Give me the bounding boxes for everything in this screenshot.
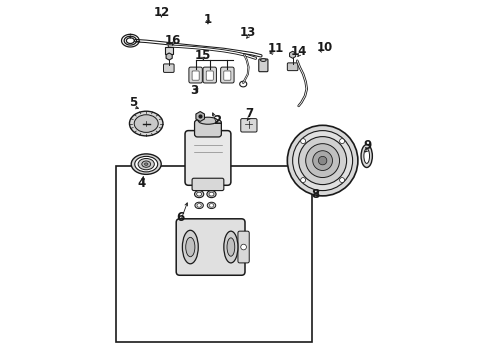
- Ellipse shape: [142, 161, 150, 167]
- FancyBboxPatch shape: [165, 48, 172, 54]
- Polygon shape: [166, 53, 172, 60]
- Ellipse shape: [138, 158, 154, 170]
- Ellipse shape: [195, 202, 203, 208]
- Text: 3: 3: [190, 84, 198, 96]
- Circle shape: [340, 177, 344, 183]
- Circle shape: [318, 156, 327, 165]
- Ellipse shape: [131, 154, 161, 174]
- FancyBboxPatch shape: [192, 178, 224, 190]
- Circle shape: [241, 244, 246, 250]
- Text: 8: 8: [312, 188, 319, 201]
- Text: 12: 12: [153, 5, 170, 19]
- Ellipse shape: [196, 192, 201, 196]
- FancyBboxPatch shape: [259, 59, 268, 72]
- Ellipse shape: [364, 149, 369, 163]
- Circle shape: [301, 177, 306, 183]
- Text: 9: 9: [364, 139, 372, 152]
- Polygon shape: [196, 112, 204, 121]
- FancyBboxPatch shape: [203, 67, 217, 83]
- Bar: [116, 166, 312, 342]
- Text: 15: 15: [195, 49, 212, 62]
- Ellipse shape: [207, 190, 216, 198]
- Ellipse shape: [195, 190, 204, 198]
- Circle shape: [293, 131, 353, 190]
- FancyBboxPatch shape: [224, 71, 231, 80]
- Circle shape: [287, 125, 358, 196]
- Text: 5: 5: [129, 96, 137, 109]
- Text: 13: 13: [240, 26, 256, 39]
- Ellipse shape: [186, 237, 195, 257]
- Text: 10: 10: [317, 41, 333, 54]
- Text: 2: 2: [213, 113, 221, 126]
- Text: 4: 4: [138, 177, 146, 190]
- Circle shape: [301, 139, 306, 144]
- Ellipse shape: [261, 59, 266, 62]
- Ellipse shape: [135, 156, 158, 172]
- Text: 11: 11: [268, 42, 284, 55]
- Circle shape: [298, 136, 346, 185]
- Text: 16: 16: [165, 34, 181, 47]
- Ellipse shape: [209, 204, 214, 207]
- Text: 14: 14: [291, 45, 307, 58]
- Ellipse shape: [134, 115, 158, 132]
- FancyBboxPatch shape: [192, 71, 199, 80]
- FancyBboxPatch shape: [220, 67, 234, 83]
- Circle shape: [340, 139, 344, 144]
- FancyBboxPatch shape: [164, 64, 174, 72]
- FancyBboxPatch shape: [189, 67, 202, 83]
- Polygon shape: [290, 51, 295, 58]
- FancyBboxPatch shape: [206, 71, 213, 80]
- Text: 1: 1: [204, 13, 212, 26]
- FancyBboxPatch shape: [241, 118, 257, 132]
- FancyBboxPatch shape: [185, 131, 231, 185]
- Text: 7: 7: [245, 107, 253, 120]
- FancyBboxPatch shape: [238, 231, 249, 263]
- FancyBboxPatch shape: [176, 219, 245, 275]
- Circle shape: [313, 151, 333, 171]
- FancyBboxPatch shape: [287, 63, 298, 71]
- Ellipse shape: [209, 192, 214, 196]
- Ellipse shape: [224, 231, 238, 263]
- Ellipse shape: [227, 238, 235, 256]
- Ellipse shape: [361, 145, 372, 167]
- Ellipse shape: [182, 230, 198, 264]
- Text: 6: 6: [176, 211, 185, 224]
- Ellipse shape: [207, 202, 216, 208]
- Ellipse shape: [145, 163, 148, 165]
- Ellipse shape: [197, 204, 201, 207]
- Ellipse shape: [198, 117, 218, 124]
- FancyBboxPatch shape: [195, 120, 221, 137]
- Ellipse shape: [129, 111, 163, 136]
- Circle shape: [306, 144, 340, 177]
